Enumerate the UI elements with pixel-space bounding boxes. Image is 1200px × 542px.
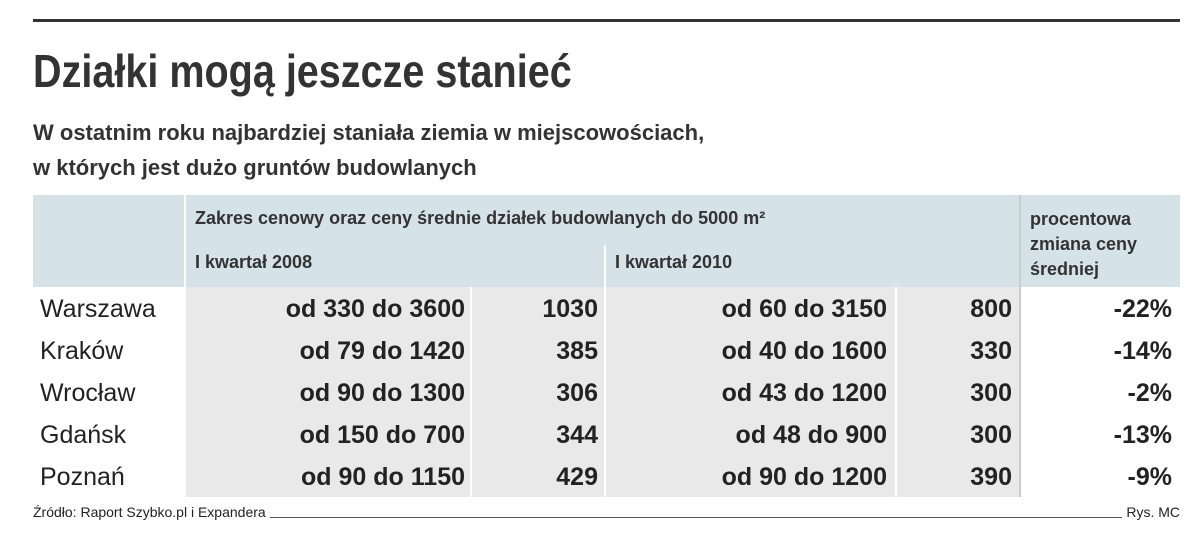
divider [470, 287, 472, 497]
change-header: zmiana ceny [1030, 234, 1138, 254]
credit: Rys. MC [1122, 504, 1180, 520]
price-range: od 330 do 3600 [285, 295, 465, 323]
subtitle: w których jest dużo gruntów budowlanych [33, 155, 477, 180]
city: Wrocław [40, 379, 136, 407]
price-range: od 40 do 1600 [721, 337, 887, 365]
data-bg [185, 287, 1020, 497]
change-header: średniej [1030, 259, 1100, 279]
title: Działki mogą jeszcze stanieć [33, 45, 572, 97]
top-rule [33, 19, 1180, 22]
price-range: od 150 do 700 [299, 421, 465, 449]
price-change: -13% [1113, 421, 1172, 449]
city: Gdańsk [40, 421, 127, 449]
average-price: 344 [556, 421, 598, 449]
average-price: 306 [556, 379, 598, 407]
subtitle: W ostatnim roku najbardziej staniała zie… [33, 120, 705, 145]
average-price: 1030 [542, 295, 598, 323]
period-header: I kwartał 2008 [195, 252, 313, 272]
average-price: 800 [970, 295, 1012, 323]
price-range: od 79 do 1420 [299, 337, 465, 365]
average-price: 390 [970, 463, 1012, 491]
source: Źródło: Raport Szybko.pl i Expandera [33, 504, 270, 520]
price-range: od 90 do 1150 [301, 463, 465, 491]
price-range: od 90 do 1200 [721, 463, 887, 491]
period-header: I kwartał 2010 [615, 252, 733, 272]
price-range: od 43 do 1200 [721, 379, 887, 407]
average-price: 300 [970, 379, 1012, 407]
city: Kraków [40, 337, 124, 365]
divider [895, 287, 897, 497]
average-price: 385 [556, 337, 598, 365]
divider [1019, 195, 1021, 497]
price-change: -22% [1113, 295, 1172, 323]
price-change: -14% [1113, 337, 1172, 365]
footer-rule [33, 517, 1180, 518]
city: Poznań [40, 463, 125, 491]
average-price: 429 [556, 463, 598, 491]
price-range: od 90 do 1300 [299, 379, 465, 407]
header-bg [33, 195, 1180, 287]
average-price: 330 [970, 337, 1012, 365]
divider [184, 195, 186, 497]
group-header: Zakres cenowy oraz ceny średnie działek … [195, 208, 766, 228]
average-price: 300 [970, 421, 1012, 449]
change-header: procentowa [1030, 209, 1132, 229]
price-range: od 60 do 3150 [721, 295, 887, 323]
divider [604, 245, 606, 497]
price-change: -2% [1127, 379, 1172, 407]
city: Warszawa [40, 295, 156, 323]
price-range: od 48 do 900 [735, 421, 887, 449]
price-change: -9% [1127, 463, 1172, 491]
